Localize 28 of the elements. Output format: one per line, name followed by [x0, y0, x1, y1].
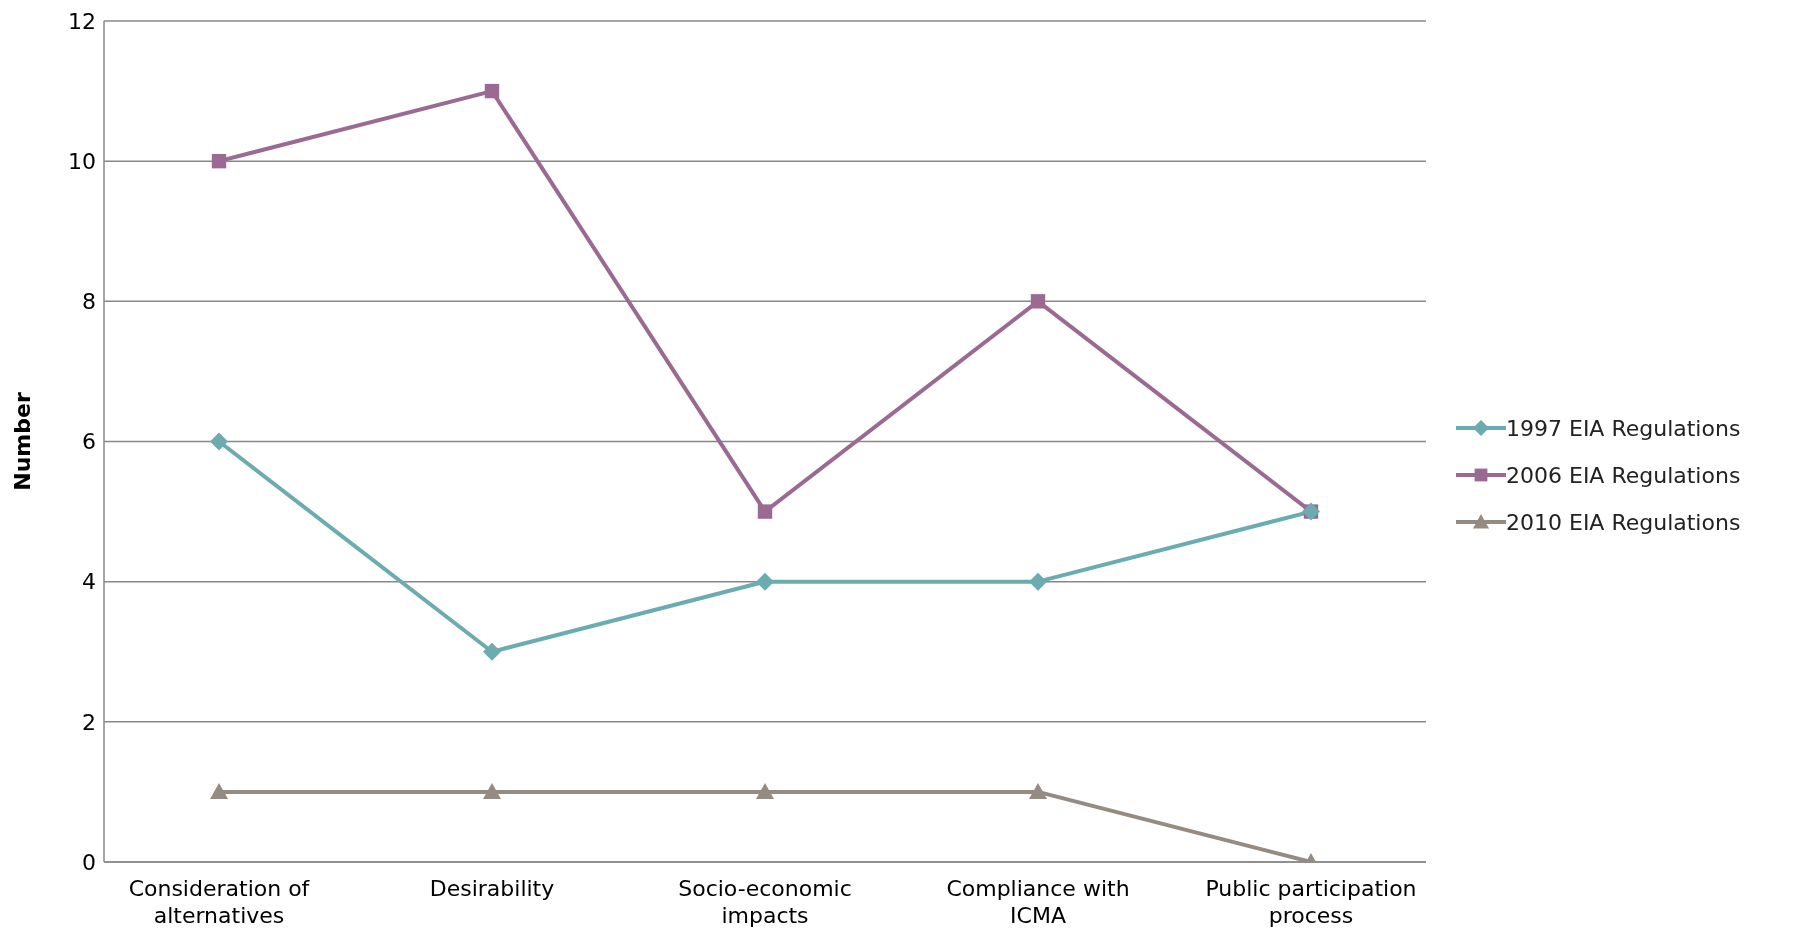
y-tick-label: 12 [68, 8, 96, 34]
y-tick-label: 0 [82, 849, 96, 875]
legend-label: 1997 EIA Regulations [1506, 415, 1741, 441]
y-tick-label: 8 [82, 289, 96, 315]
y-tick-label: 2 [82, 709, 96, 735]
point [211, 153, 227, 169]
x-tick-label: Public participation process [1205, 876, 1417, 928]
y-tick-label: 6 [82, 429, 96, 455]
point [756, 572, 774, 591]
point [210, 782, 228, 800]
x-tick-label: Socio-economic impacts [678, 876, 852, 928]
point [1029, 782, 1047, 800]
x-tick-label: Desirability [429, 876, 555, 901]
point [756, 782, 774, 800]
x-tick-label: Consideration of alternatives [128, 876, 311, 928]
y-tick-label: 10 [68, 148, 96, 174]
legend-label: 2006 EIA Regulations [1506, 462, 1741, 488]
point [483, 642, 501, 661]
x-tick-label: Compliance with ICMA [946, 876, 1130, 928]
point [1030, 294, 1046, 309]
point [484, 83, 500, 99]
point [483, 782, 501, 800]
y-axis-title: Number [9, 392, 35, 491]
point [757, 504, 773, 519]
point [210, 432, 228, 451]
y-tick-label: 4 [82, 569, 96, 595]
legend-label: 2010 EIA Regulations [1506, 509, 1741, 535]
point [1029, 572, 1047, 591]
